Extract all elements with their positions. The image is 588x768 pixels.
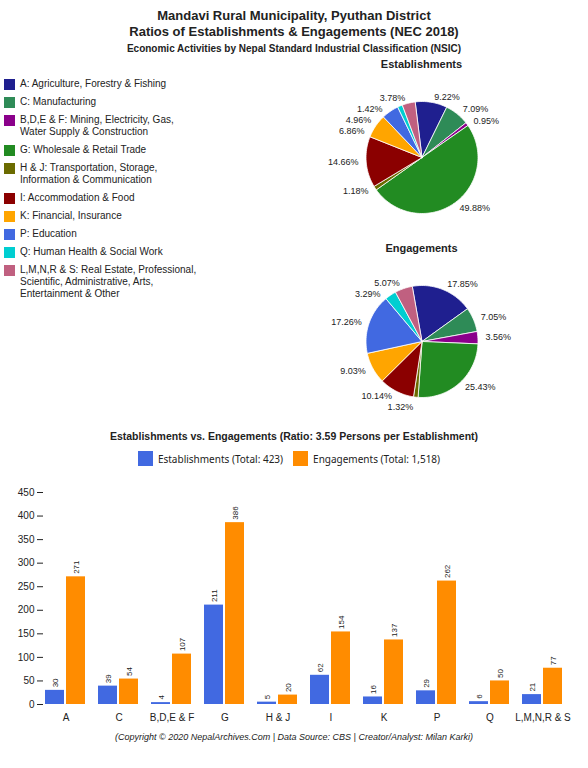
svg-text:0.95%: 0.95% — [473, 116, 499, 126]
svg-text:4.96%: 4.96% — [346, 115, 372, 125]
html-text:Economic Activities by Nepal S: Economic Activities by Nepal Standard In… — [126, 43, 462, 54]
svg-text:77: 77 — [549, 656, 558, 665]
svg-text:K: K — [381, 712, 388, 723]
svg-text:4: 4 — [157, 695, 166, 700]
html-text:Engagements: Engagements — [385, 242, 458, 254]
svg-text:1.32%: 1.32% — [388, 402, 414, 412]
html-text:Q: Human Health & Social Work: Q: Human Health & Social Work — [20, 246, 163, 257]
svg-text:I: I — [330, 712, 333, 723]
svg-text:9.03%: 9.03% — [340, 366, 366, 376]
html-text:I: Accommodation & Food: I: Accommodation & Food — [20, 192, 135, 203]
html-text:H & J: Transportation, Storage: H & J: Transportation, Storage, Informat… — [20, 162, 158, 185]
svg-text:200: 200 — [18, 604, 35, 615]
svg-text:300: 300 — [18, 557, 35, 568]
html-text:K: Financial, Insurance: K: Financial, Insurance — [20, 210, 122, 221]
svg-text:16: 16 — [369, 685, 378, 694]
html-text:Establishments vs. Engagements: Establishments vs. Engagements (Ratio: 3… — [109, 430, 479, 442]
svg-text:100: 100 — [18, 652, 35, 663]
svg-text:Q: Q — [486, 712, 494, 723]
svg-text:5.07%: 5.07% — [374, 278, 400, 288]
svg-text:39: 39 — [104, 674, 113, 683]
html-text:P: Education: P: Education — [20, 228, 77, 239]
svg-text:20: 20 — [284, 683, 293, 692]
svg-text:211: 211 — [210, 589, 219, 602]
svg-text:50: 50 — [23, 675, 35, 686]
svg-text:1.18%: 1.18% — [343, 186, 369, 196]
html-text:Mandavi Rural Municipality, Py: Mandavi Rural Municipality, Pyuthan Dist… — [129, 8, 459, 39]
html-text:Establishments: Establishments — [380, 58, 463, 70]
svg-text:9.22%: 9.22% — [434, 92, 460, 102]
svg-text:30: 30 — [51, 678, 60, 687]
svg-text:137: 137 — [390, 623, 399, 637]
svg-text:P: P — [434, 712, 441, 723]
html-text:C: Manufacturing: C: Manufacturing — [20, 96, 97, 107]
svg-text:50: 50 — [496, 668, 505, 677]
svg-text:1.42%: 1.42% — [357, 104, 383, 114]
svg-text:350: 350 — [18, 534, 35, 545]
html-text:G: Wholesale & Retail Trade: G: Wholesale & Retail Trade — [20, 144, 147, 155]
svg-text:7.05%: 7.05% — [481, 312, 507, 322]
svg-text:G: G — [221, 712, 229, 723]
svg-text:262: 262 — [443, 564, 452, 578]
svg-text:A: A — [63, 712, 70, 723]
svg-text:B,D,E & F: B,D,E & F — [150, 712, 194, 723]
svg-text:386: 386 — [231, 506, 240, 520]
svg-text:25.43%: 25.43% — [465, 382, 496, 392]
svg-text:54: 54 — [125, 667, 134, 676]
svg-text:C: C — [115, 712, 122, 723]
svg-text:150: 150 — [18, 628, 35, 639]
html-text:B,D,E & F: Mining, Electricity: B,D,E & F: Mining, Electricity, Gas, Wat… — [20, 114, 174, 137]
html-text:L,M,N,R & S: Real Estate, Prof: L,M,N,R & S: Real Estate, Professional, … — [20, 264, 197, 299]
svg-text:10.14%: 10.14% — [361, 391, 392, 401]
svg-text:154: 154 — [337, 615, 346, 629]
svg-text:7.09%: 7.09% — [463, 104, 489, 114]
svg-text:6.86%: 6.86% — [339, 126, 365, 136]
svg-text:17.85%: 17.85% — [447, 279, 478, 289]
svg-text:17.26%: 17.26% — [331, 316, 362, 326]
svg-text:5: 5 — [263, 694, 272, 699]
svg-text:0: 0 — [29, 699, 35, 710]
html-text:Engagements (Total: 1,518): Engagements (Total: 1,518) — [313, 451, 441, 466]
svg-text:271: 271 — [72, 560, 81, 574]
svg-text:29: 29 — [422, 678, 431, 687]
svg-text:3.29%: 3.29% — [355, 289, 381, 299]
svg-text:62: 62 — [316, 663, 325, 672]
svg-text:450: 450 — [18, 487, 35, 498]
svg-text:400: 400 — [18, 510, 35, 521]
svg-text:250: 250 — [18, 581, 35, 592]
svg-text:6: 6 — [475, 694, 484, 699]
svg-text:L,M,N,R & S: L,M,N,R & S — [515, 712, 571, 723]
svg-text:3.78%: 3.78% — [380, 93, 406, 103]
svg-text:21: 21 — [528, 682, 537, 691]
svg-text:3.56%: 3.56% — [485, 332, 511, 342]
html-text:Establishments (Total: 423): Establishments (Total: 423) — [157, 451, 284, 466]
svg-text:107: 107 — [178, 637, 187, 651]
svg-text:H & J: H & J — [266, 712, 290, 723]
html-text:(Copyright © 2020 NepalArchive: (Copyright © 2020 NepalArchives.Com | Da… — [115, 732, 473, 742]
svg-text:14.66%: 14.66% — [328, 157, 359, 167]
svg-text:49.88%: 49.88% — [459, 203, 490, 213]
html-text:A: Agriculture, Forestry & Fis: A: Agriculture, Forestry & Fishing — [20, 78, 167, 89]
